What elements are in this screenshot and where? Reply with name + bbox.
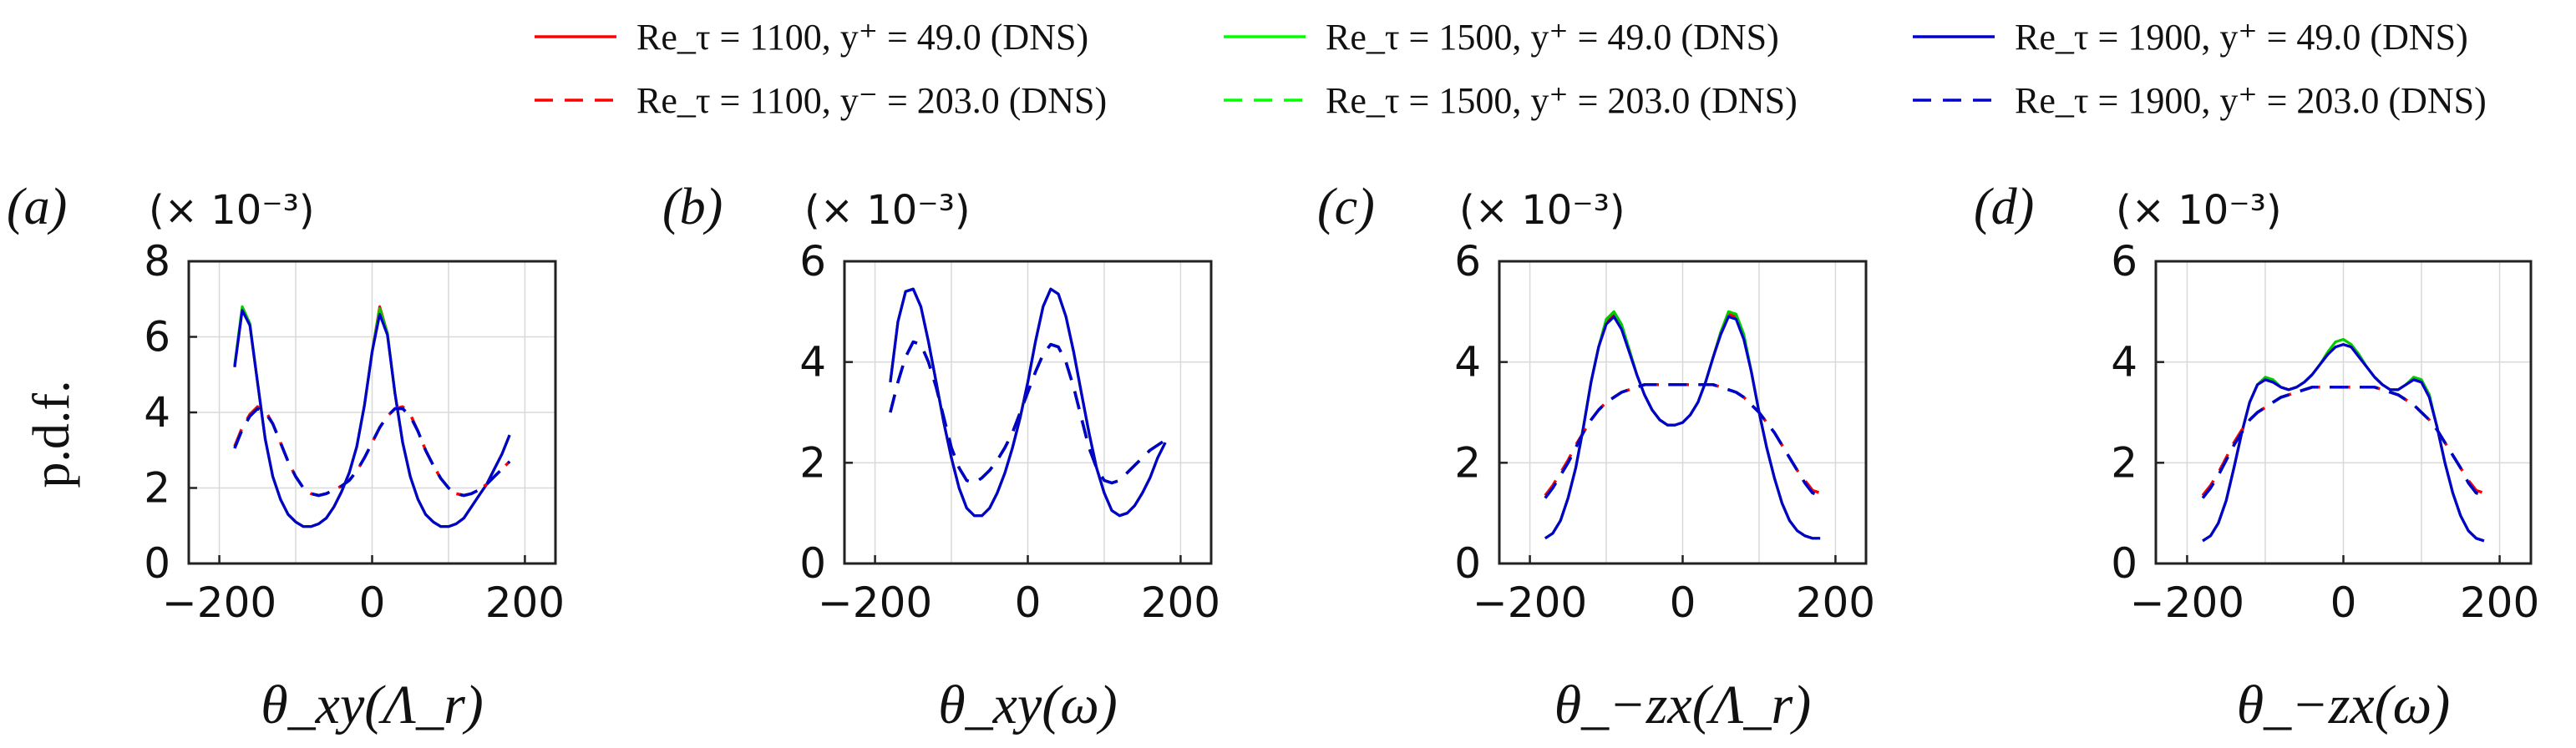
x-axis-label: θ_−zx(Λ_r) [1554, 675, 1811, 735]
legend-label: Re_τ = 1500, y⁺ = 49.0 (DNS) [1326, 17, 1779, 58]
x-tick-label: 200 [485, 579, 565, 627]
y-tick-label: 2 [144, 464, 170, 513]
series-line [1544, 315, 1821, 540]
panel-label: (a) [7, 179, 67, 235]
y-tick-label: 0 [1454, 539, 1481, 588]
series-line [889, 340, 1167, 485]
y-tick-label: 6 [2111, 237, 2137, 286]
legend-entry: Re_τ = 1900, y⁺ = 49.0 (DNS) [1913, 17, 2468, 58]
series-group [2201, 337, 2485, 543]
y-tick-label: 6 [144, 313, 170, 361]
series-group [889, 287, 1167, 518]
x-tick-label: 0 [2330, 579, 2357, 627]
panel-label: (d) [1974, 179, 2034, 235]
y-tick-label: 2 [1454, 438, 1481, 487]
y-tick-label: 0 [144, 539, 170, 588]
x-axis-label: θ_−zx(ω) [2237, 675, 2451, 735]
x-tick-label: −200 [818, 579, 932, 627]
axis-multiplier: (× 10⁻³) [1459, 187, 1625, 234]
series-line [233, 309, 511, 528]
grid [844, 260, 1211, 564]
legend-label: Re_τ = 1500, y⁺ = 203.0 (DNS) [1326, 80, 1798, 121]
y-tick-label: 6 [1454, 237, 1481, 286]
x-tick-label: 200 [1141, 579, 1220, 627]
y-tick-label: 4 [2111, 338, 2137, 387]
x-axis-label: θ_xy(ω) [938, 675, 1118, 735]
x-tick-label: −200 [1473, 579, 1587, 627]
x-tick-label: 0 [359, 579, 386, 627]
y-tick-label: 2 [2111, 438, 2137, 487]
y-axis-label: p.d.f. [23, 380, 80, 488]
legend-entry: Re_τ = 1500, y⁺ = 49.0 (DNS) [1224, 17, 1779, 58]
legend-entry: Re_τ = 1900, y⁺ = 203.0 (DNS) [1913, 80, 2487, 121]
grid [189, 260, 555, 564]
series-line [2202, 343, 2485, 543]
y-tick-label: 8 [144, 237, 170, 286]
legend-entry: Re_τ = 1100, y⁺ = 49.0 (DNS) [535, 17, 1088, 58]
series-line [2201, 386, 2485, 499]
series-line [889, 287, 1167, 518]
y-tick-label: 6 [799, 237, 826, 286]
x-tick-label: −200 [2130, 579, 2244, 627]
grid [1499, 260, 1866, 564]
y-tick-label: 4 [1454, 338, 1481, 387]
series-line [1544, 383, 1821, 499]
axis-multiplier: (× 10⁻³) [804, 187, 971, 234]
x-tick-label: 0 [1670, 579, 1696, 627]
legend-label: Re_τ = 1100, y⁻ = 203.0 (DNS) [636, 80, 1107, 121]
legend: Re_τ = 1100, y⁺ = 49.0 (DNS) Re_τ = 1500,… [535, 17, 2487, 121]
series-group [233, 305, 511, 528]
y-tick-label: 4 [799, 338, 826, 387]
axis-multiplier: (× 10⁻³) [149, 187, 315, 234]
x-tick-label: 200 [1796, 579, 1875, 627]
panel-label: (b) [662, 179, 723, 235]
legend-label: Re_τ = 1900, y⁺ = 49.0 (DNS) [2015, 17, 2468, 58]
panel-label: (c) [1317, 179, 1375, 235]
x-axis-label: θ_xy(Λ_r) [261, 675, 484, 735]
y-tick-label: 0 [799, 539, 826, 588]
x-tick-label: 0 [1015, 579, 1042, 627]
x-tick-label: 200 [2460, 579, 2539, 627]
legend-label: Re_τ = 1900, y⁺ = 203.0 (DNS) [2015, 80, 2487, 121]
series-group [1544, 310, 1821, 540]
y-tick-label: 4 [144, 388, 170, 437]
series-line [233, 407, 511, 498]
legend-label: Re_τ = 1100, y⁺ = 49.0 (DNS) [636, 17, 1088, 58]
y-tick-label: 2 [799, 438, 826, 487]
legend-entry: Re_τ = 1100, y⁻ = 203.0 (DNS) [535, 80, 1107, 121]
axis-multiplier: (× 10⁻³) [2116, 187, 2282, 234]
legend-entry: Re_τ = 1500, y⁺ = 203.0 (DNS) [1224, 80, 1798, 121]
y-tick-label: 0 [2111, 539, 2137, 588]
grid [2156, 260, 2531, 564]
x-tick-label: −200 [162, 579, 276, 627]
